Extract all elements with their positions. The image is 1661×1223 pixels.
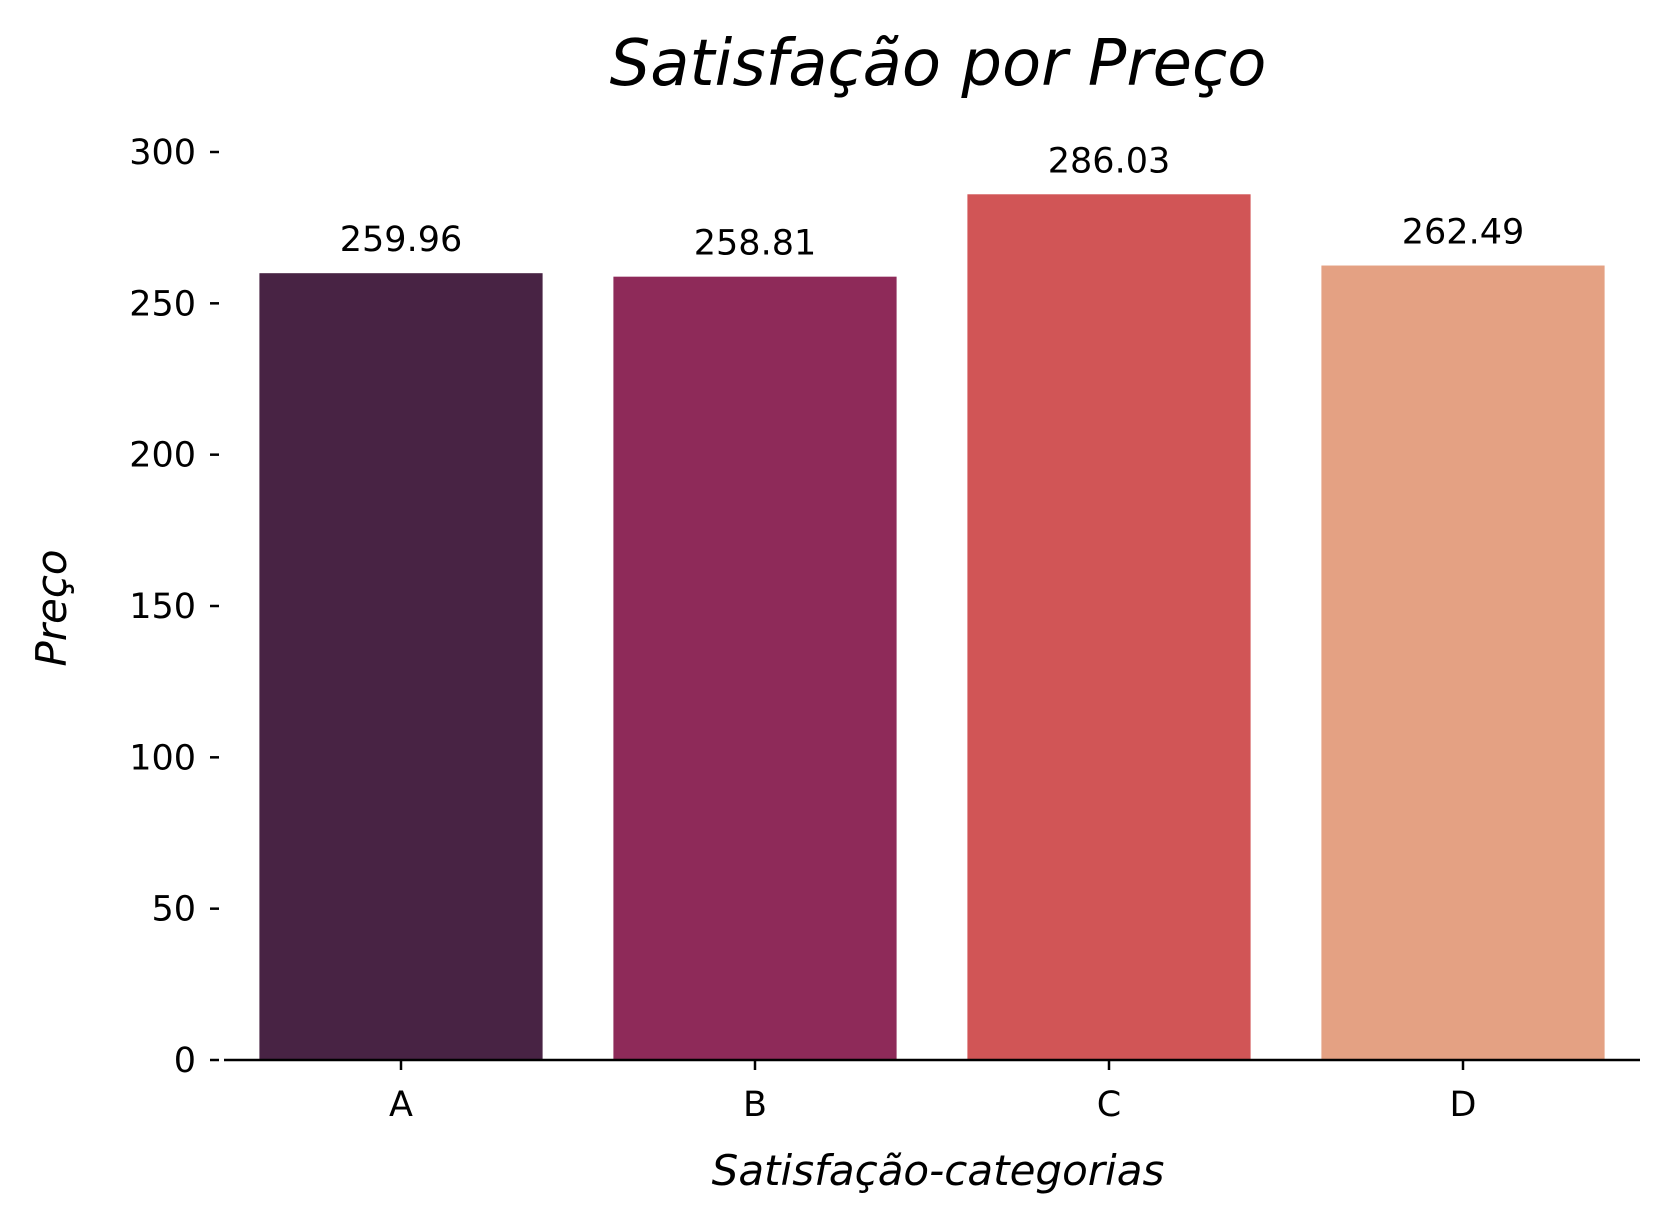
x-tick-label-b: B [743,1085,767,1125]
x-axis: A B C D [224,1060,1640,1125]
y-tick-label: 100 [129,738,196,778]
chart-title: Satisfação por Preço [610,27,1267,101]
y-tick-label: 50 [151,890,196,930]
bar-a [259,273,542,1060]
value-labels: 259.96 258.81 286.03 262.49 [340,141,1524,263]
x-tick-label-a: A [389,1085,413,1125]
bar-c [967,194,1250,1060]
bar-b [613,277,896,1060]
x-axis-label: Satisfação-categorias [712,1146,1165,1195]
value-label-d: 262.49 [1402,213,1524,253]
bars [259,194,1604,1060]
y-tick-label: 0 [174,1041,196,1081]
x-tick-label-c: C [1097,1085,1121,1125]
y-axis-label: Preço [27,549,76,666]
value-label-b: 258.81 [694,224,816,264]
y-tick-label: 300 [129,133,196,173]
y-axis: 0 50 100 150 200 250 300 [129,133,219,1081]
value-label-c: 286.03 [1048,141,1170,181]
value-label-a: 259.96 [340,220,462,260]
x-tick-label-d: D [1450,1085,1477,1125]
y-tick-label: 250 [129,284,196,324]
bar-d [1321,266,1604,1060]
y-tick-label: 150 [129,587,196,627]
y-tick-label: 200 [129,436,196,476]
